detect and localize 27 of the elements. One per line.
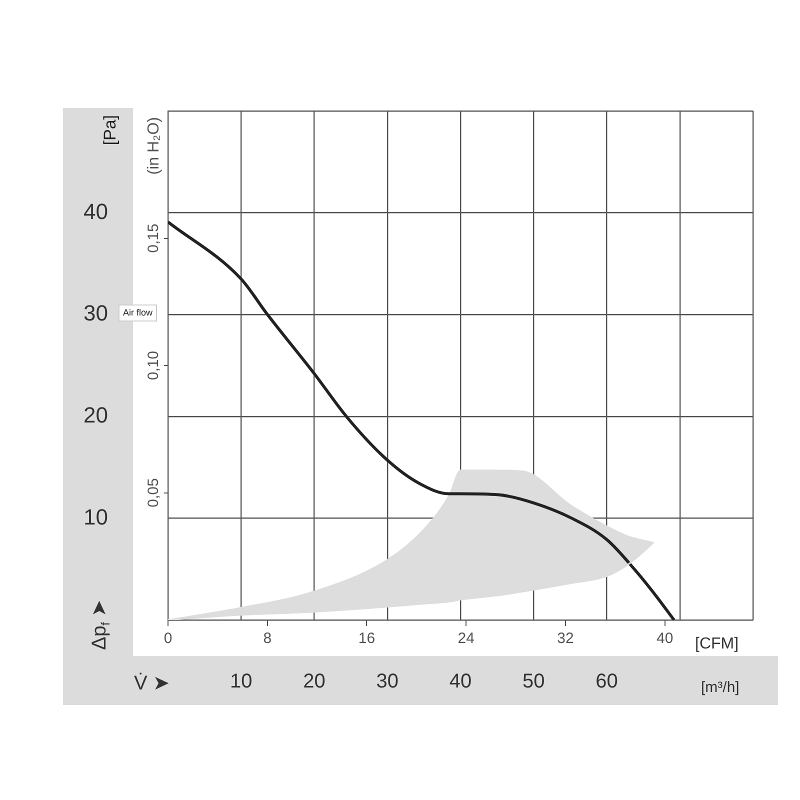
y2-tick-label: 0,10 <box>145 350 162 380</box>
y2-axis-title: (in H₂O) <box>145 117 162 175</box>
x-tick-label: 30 <box>376 670 398 693</box>
text: V̇ ➤ <box>134 672 170 695</box>
x2-tick-label: 0 <box>164 630 172 648</box>
y2-tick-label: 0,05 <box>145 478 162 508</box>
x-tick-label: 10 <box>230 670 252 693</box>
y-tick-label: 30 <box>84 300 108 326</box>
text: Δpf ➤ <box>88 600 112 650</box>
text: Air flow <box>123 307 154 318</box>
y-tick-label: 40 <box>84 198 108 224</box>
x2-tick-label: 16 <box>358 630 376 648</box>
x-tick-label: 60 <box>596 670 618 693</box>
y-tick-label: 20 <box>84 402 108 428</box>
x-tick-label: 40 <box>449 670 472 693</box>
y-tick-label: 10 <box>84 504 108 530</box>
line-series <box>168 220 676 620</box>
x2-tick-label: 8 <box>263 630 272 648</box>
x2-tick-label: 40 <box>656 630 674 648</box>
x-tick-label: 20 <box>303 670 326 693</box>
y2-tick-label: 0,15 <box>145 224 162 253</box>
x-tick-label: 50 <box>522 670 545 693</box>
y-axis-title: [Pa] <box>100 114 120 146</box>
x2-tick-label: 32 <box>557 630 574 648</box>
x2-tick-label: 24 <box>458 630 474 648</box>
x-axis-title: [m³/h] <box>701 679 740 696</box>
x2-axis-title: [CFM] <box>695 635 739 652</box>
